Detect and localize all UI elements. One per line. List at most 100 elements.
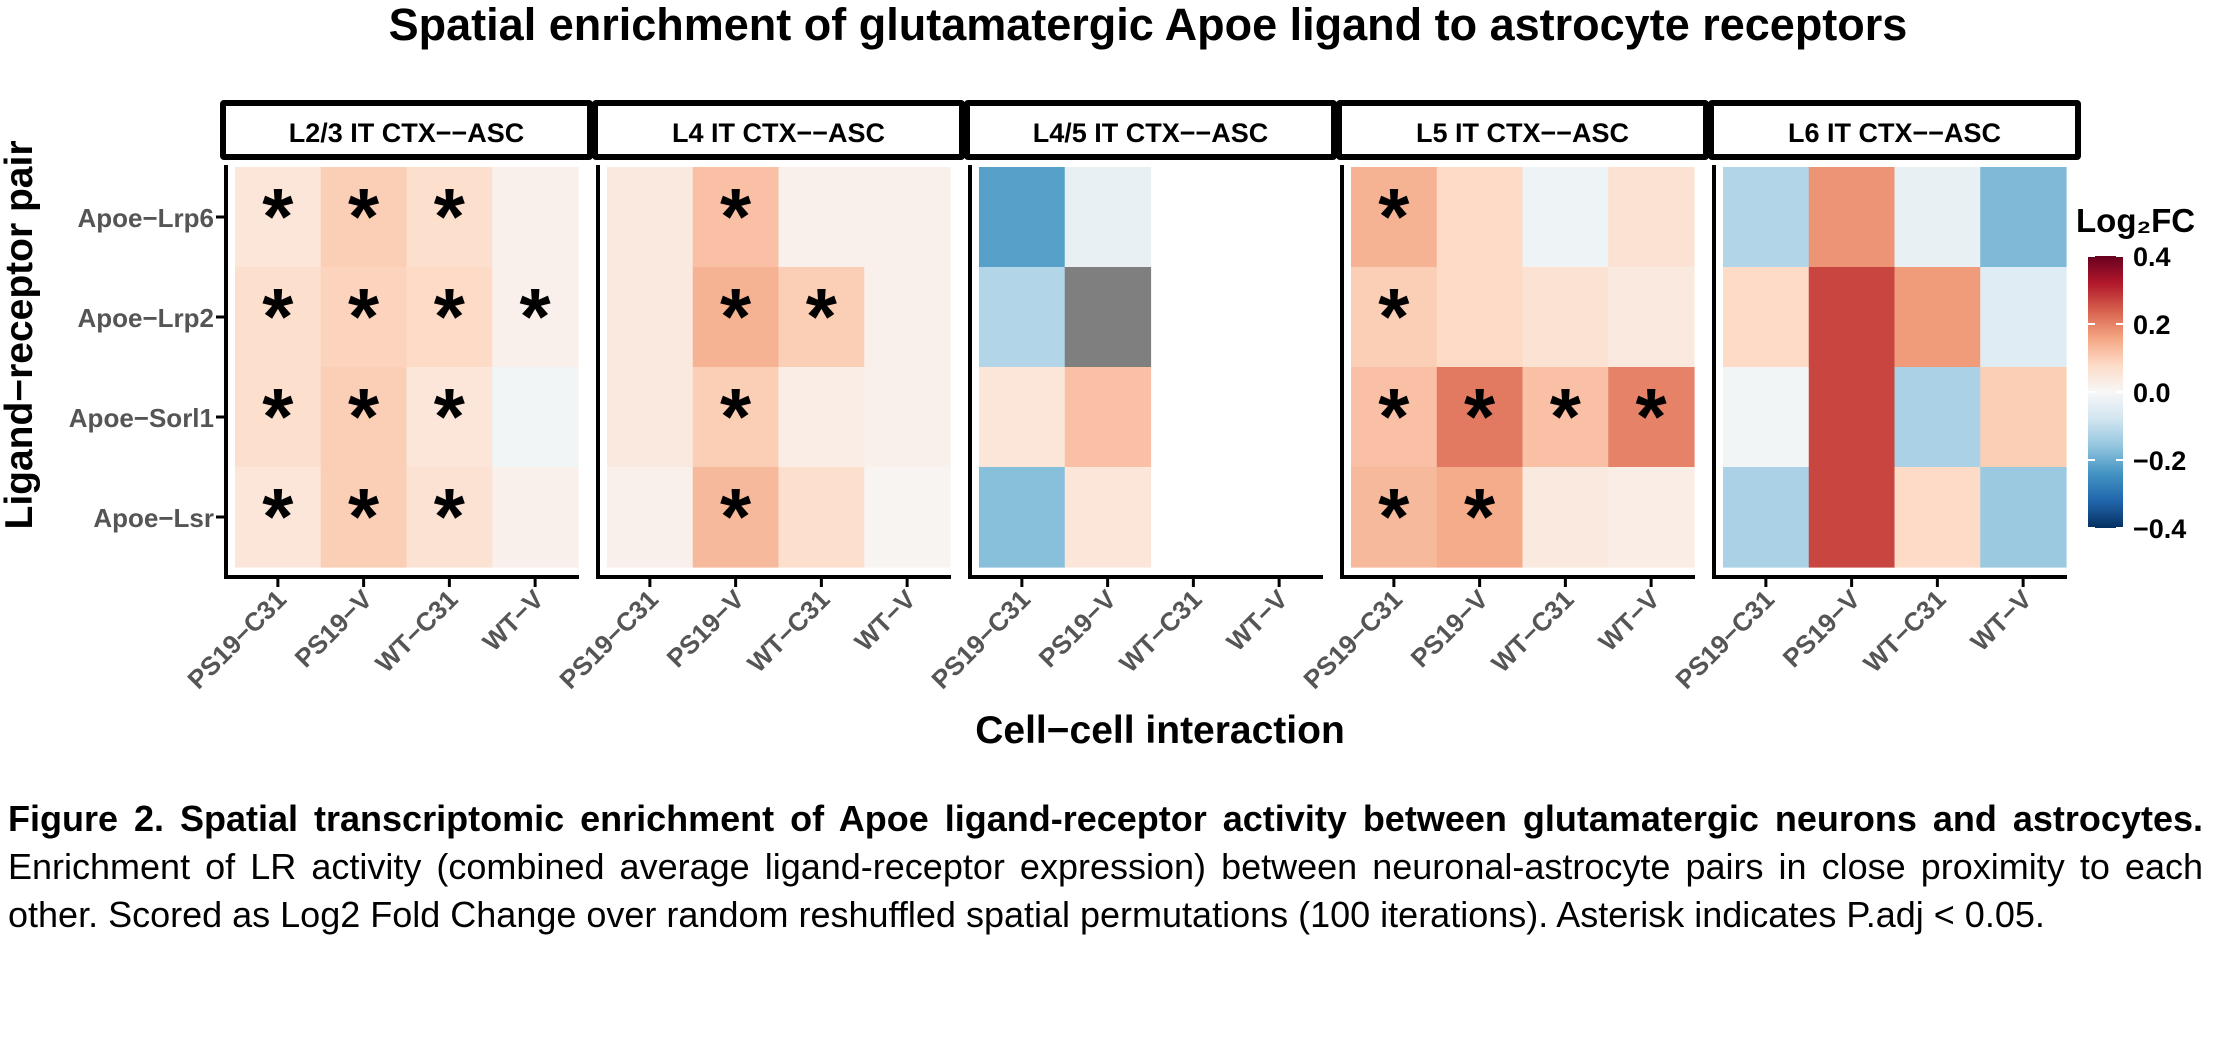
x-tick-label: WT−V	[1221, 584, 1294, 657]
heatmap-cell	[1064, 467, 1152, 568]
x-tick-label: PS19−C31	[925, 584, 1036, 695]
x-tick-label: WT−C31	[369, 584, 463, 678]
facet-strip	[592, 100, 965, 160]
heatmap-cell	[1894, 267, 1981, 368]
heatmap-cell	[406, 267, 493, 368]
significance-asterisk: *	[1464, 372, 1496, 461]
caption-bold: Figure 2. Spatial transcriptomic enrichm…	[8, 798, 2203, 839]
caption-text: Enrichment of LR activity (combined aver…	[8, 846, 2203, 935]
x-tick-label: WT−C31	[741, 584, 835, 678]
heatmap-cell	[406, 467, 493, 568]
x-tick-label: WT−V	[1965, 584, 2038, 657]
heatmap-cell	[692, 167, 780, 268]
facet-strip	[1336, 100, 1709, 160]
heatmap-cell	[1723, 367, 1810, 468]
significance-asterisk: *	[520, 272, 552, 361]
x-tick-label: PS19−C31	[1297, 584, 1408, 695]
heatmap-cell	[1351, 167, 1438, 268]
heatmap-cell	[1436, 467, 1524, 568]
heatmap-cell	[1980, 167, 2067, 268]
significance-asterisk: *	[720, 272, 752, 361]
heatmap-cell	[1808, 167, 1896, 268]
legend-tick-label: −0.2	[2133, 446, 2186, 476]
color-legend: Log₂FC 0.4 0.2 0.0 −0.2 −0.4	[2076, 202, 2195, 544]
heatmap-cell	[778, 267, 865, 368]
heatmap-cell	[235, 267, 322, 368]
y-axis: Apoe−Lrp6 Apoe−Lrp2 Apoe−Sorl1 Apoe−Lsr	[69, 203, 226, 533]
heatmap-cell	[320, 467, 408, 568]
heatmap-cell	[692, 267, 780, 368]
x-tick-label: PS19−V	[1405, 584, 1495, 674]
legend-tick-label: 0.0	[2133, 378, 2171, 408]
heatmap-cell	[1808, 467, 1896, 568]
x-tick-label: WT−C31	[1485, 584, 1579, 678]
x-tick-label: WT−V	[477, 584, 550, 657]
heatmap-cell	[1436, 167, 1524, 268]
significance-asterisk: *	[720, 372, 752, 461]
heatmap-cell	[1894, 467, 1981, 568]
facet-strip-label: L5 IT CTX−−ASC	[1416, 118, 1629, 148]
legend-tick-label: −0.4	[2133, 514, 2186, 544]
significance-asterisk: *	[1378, 372, 1410, 461]
heatmap-cell	[1980, 367, 2067, 468]
heatmap-cell	[235, 467, 322, 568]
heatmap-cell	[235, 167, 322, 268]
significance-asterisk: *	[434, 472, 466, 561]
facet-strip-label: L4 IT CTX−−ASC	[672, 118, 885, 148]
x-tick-label: PS19−C31	[1669, 584, 1780, 695]
facet-strip-label: L2/3 IT CTX−−ASC	[289, 118, 525, 148]
heatmap-cell	[692, 467, 780, 568]
heatmap-cell	[778, 367, 865, 468]
heatmap-chart: Spatial enrichment of glutamatergic Apoe…	[0, 0, 2195, 752]
significance-asterisk: *	[434, 372, 466, 461]
significance-asterisk: *	[262, 272, 294, 361]
significance-asterisk: *	[434, 272, 466, 361]
heatmap-cell	[320, 167, 408, 268]
x-tick-label: PS19−V	[1033, 584, 1123, 674]
facet-strip-label: L4/5 IT CTX−−ASC	[1033, 118, 1269, 148]
facet-strip-label: L6 IT CTX−−ASC	[1788, 118, 2001, 148]
heatmap-cell	[320, 267, 408, 368]
heatmap-cell	[692, 367, 780, 468]
heatmap-cell	[979, 467, 1066, 568]
x-tick-label: PS19−V	[289, 584, 379, 674]
x-tick-label: WT−C31	[1857, 584, 1951, 678]
legend-tick-label: 0.2	[2133, 310, 2171, 340]
y-tick-label: Apoe−Lrp6	[77, 203, 214, 233]
facet-panel: L2/3 IT CTX−−ASC * * * * * * * * * * * * * PS19−C31PS1…	[181, 100, 593, 695]
heatmap-cell	[492, 467, 579, 568]
x-tick-label: WT−V	[1593, 584, 1666, 657]
facet-strip	[220, 100, 593, 160]
heatmap-cell	[1608, 467, 1695, 568]
x-tick-label: WT−V	[849, 584, 922, 657]
significance-asterisk: *	[806, 272, 838, 361]
significance-asterisk: *	[262, 472, 294, 561]
heatmap-cell	[607, 467, 694, 568]
significance-asterisk: *	[348, 272, 380, 361]
significance-asterisk: *	[348, 472, 380, 561]
x-tick-label: WT−C31	[1113, 584, 1207, 678]
heatmap-cell	[607, 167, 694, 268]
legend-title: Log₂FC	[2076, 202, 2195, 239]
heatmap-cell	[1808, 367, 1896, 468]
heatmap-cell	[492, 167, 579, 268]
heatmap-cell	[1522, 167, 1609, 268]
y-tick-label: Apoe−Lrp2	[77, 303, 214, 333]
heatmap-cell	[1351, 467, 1438, 568]
y-tick-label: Apoe−Lsr	[93, 503, 214, 533]
heatmap-cell	[235, 367, 322, 468]
heatmap-cell	[1522, 467, 1609, 568]
facet-strip	[1708, 100, 2081, 160]
heatmap-cell	[1608, 267, 1695, 368]
heatmap-cell	[1723, 467, 1810, 568]
x-tick-label: PS19−C31	[553, 584, 664, 695]
heatmap-cell	[778, 167, 865, 268]
heatmap-cell	[406, 367, 493, 468]
heatmap-cell	[1723, 167, 1810, 268]
legend-ticks: 0.4 0.2 0.0 −0.2 −0.4	[2088, 242, 2186, 544]
heatmap-cell	[864, 167, 951, 268]
significance-asterisk: *	[1378, 272, 1410, 361]
heatmap-cell	[1064, 167, 1152, 268]
